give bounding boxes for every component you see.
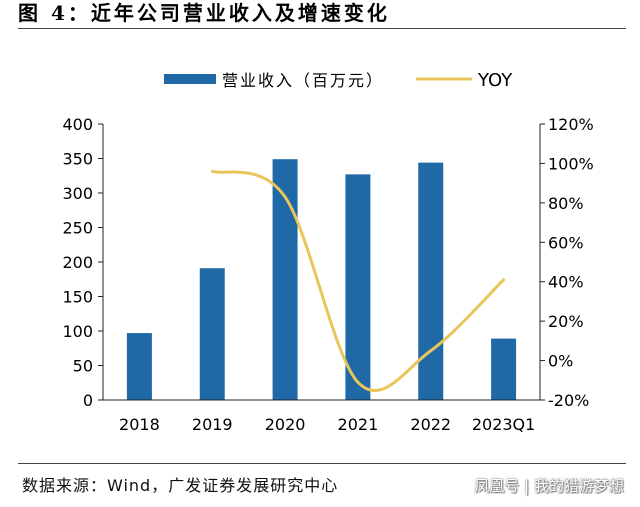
bar-2019 <box>199 268 225 400</box>
left-tick-label: 200 <box>62 253 93 272</box>
right-tick-label: 80% <box>548 194 584 213</box>
bar-2023Q1 <box>491 338 517 400</box>
left-tick-label: 100 <box>62 322 93 341</box>
title-divider <box>18 28 626 29</box>
legend-line-label: YOY <box>477 70 513 91</box>
bar-2021 <box>345 174 371 400</box>
footer-divider <box>18 463 626 464</box>
line-series <box>210 169 506 392</box>
chart-axes: 0 50 100 150 200 250 300 350 400 -20% 0% 20% 40% 60% 8… <box>62 115 593 434</box>
right-tick-label: 20% <box>548 312 584 331</box>
revenue-yoy-chart: 营业收入（百万元） YOY 0 50 100 150 200 250 300 350 400 -2… <box>62 70 593 434</box>
left-tick-label: 50 <box>73 357 93 376</box>
x-tick-label: 2020 <box>265 415 306 434</box>
legend-bar-swatch <box>164 74 216 84</box>
right-tick-label: -20% <box>548 391 589 410</box>
figure-title: 图 4：近年公司营业收入及增速变化 <box>18 1 390 25</box>
x-tick-label: 2019 <box>192 415 233 434</box>
left-tick-label: 350 <box>62 150 93 169</box>
bar-2018 <box>126 333 152 400</box>
source-note: 数据来源：Wind，广发证券发展研究中心 <box>22 476 339 495</box>
left-tick-label: 300 <box>62 184 93 203</box>
right-tick-label: 0% <box>548 352 573 371</box>
left-tick-label: 250 <box>62 219 93 238</box>
left-tick-label: 150 <box>62 288 93 307</box>
watermark: 凤凰号 | 我的猎游梦想 <box>474 477 624 495</box>
yoy-line <box>210 169 506 392</box>
bar-2022 <box>418 162 444 400</box>
bar-series <box>126 159 517 400</box>
chart-legend: 营业收入（百万元） YOY <box>164 70 513 91</box>
left-tick-label: 0 <box>83 391 93 410</box>
x-tick-label: 2022 <box>410 415 451 434</box>
x-tick-label: 2023Q1 <box>472 415 536 434</box>
right-tick-label: 100% <box>548 154 594 173</box>
x-tick-label: 2018 <box>119 415 160 434</box>
right-tick-label: 120% <box>548 115 594 134</box>
x-tick-label: 2021 <box>338 415 379 434</box>
right-tick-label: 40% <box>548 273 584 292</box>
legend-bar-label: 营业收入（百万元） <box>222 71 384 90</box>
left-tick-label: 400 <box>62 115 93 134</box>
right-tick-label: 60% <box>548 233 584 252</box>
